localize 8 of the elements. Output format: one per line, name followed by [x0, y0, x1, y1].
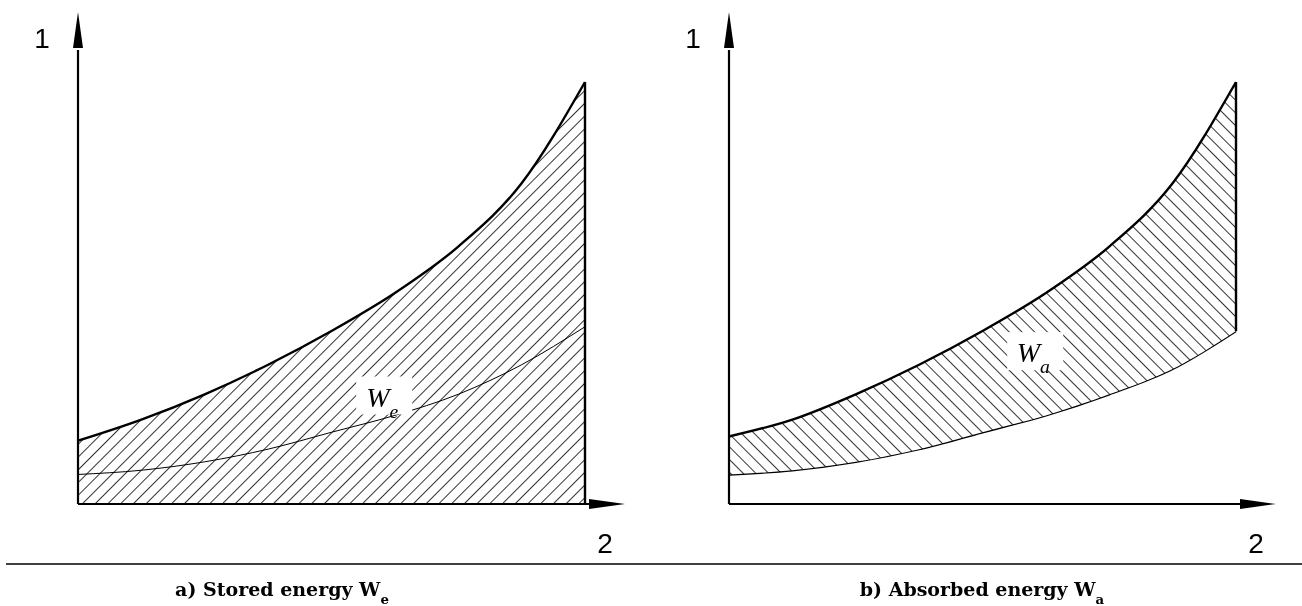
text: a) Stored energy W$_{e}$: [175, 578, 389, 606]
x-axis-title: 2: [1248, 528, 1264, 559]
x-axis-title: 2: [597, 528, 613, 559]
annotation: W$_{e}$: [366, 381, 399, 421]
y-axis-title: 1: [34, 23, 50, 54]
annotation: W$_{a}$: [1016, 337, 1050, 377]
y-axis-title: 1: [685, 23, 701, 54]
text: b) Absorbed energy W$_{a}$: [859, 578, 1105, 606]
